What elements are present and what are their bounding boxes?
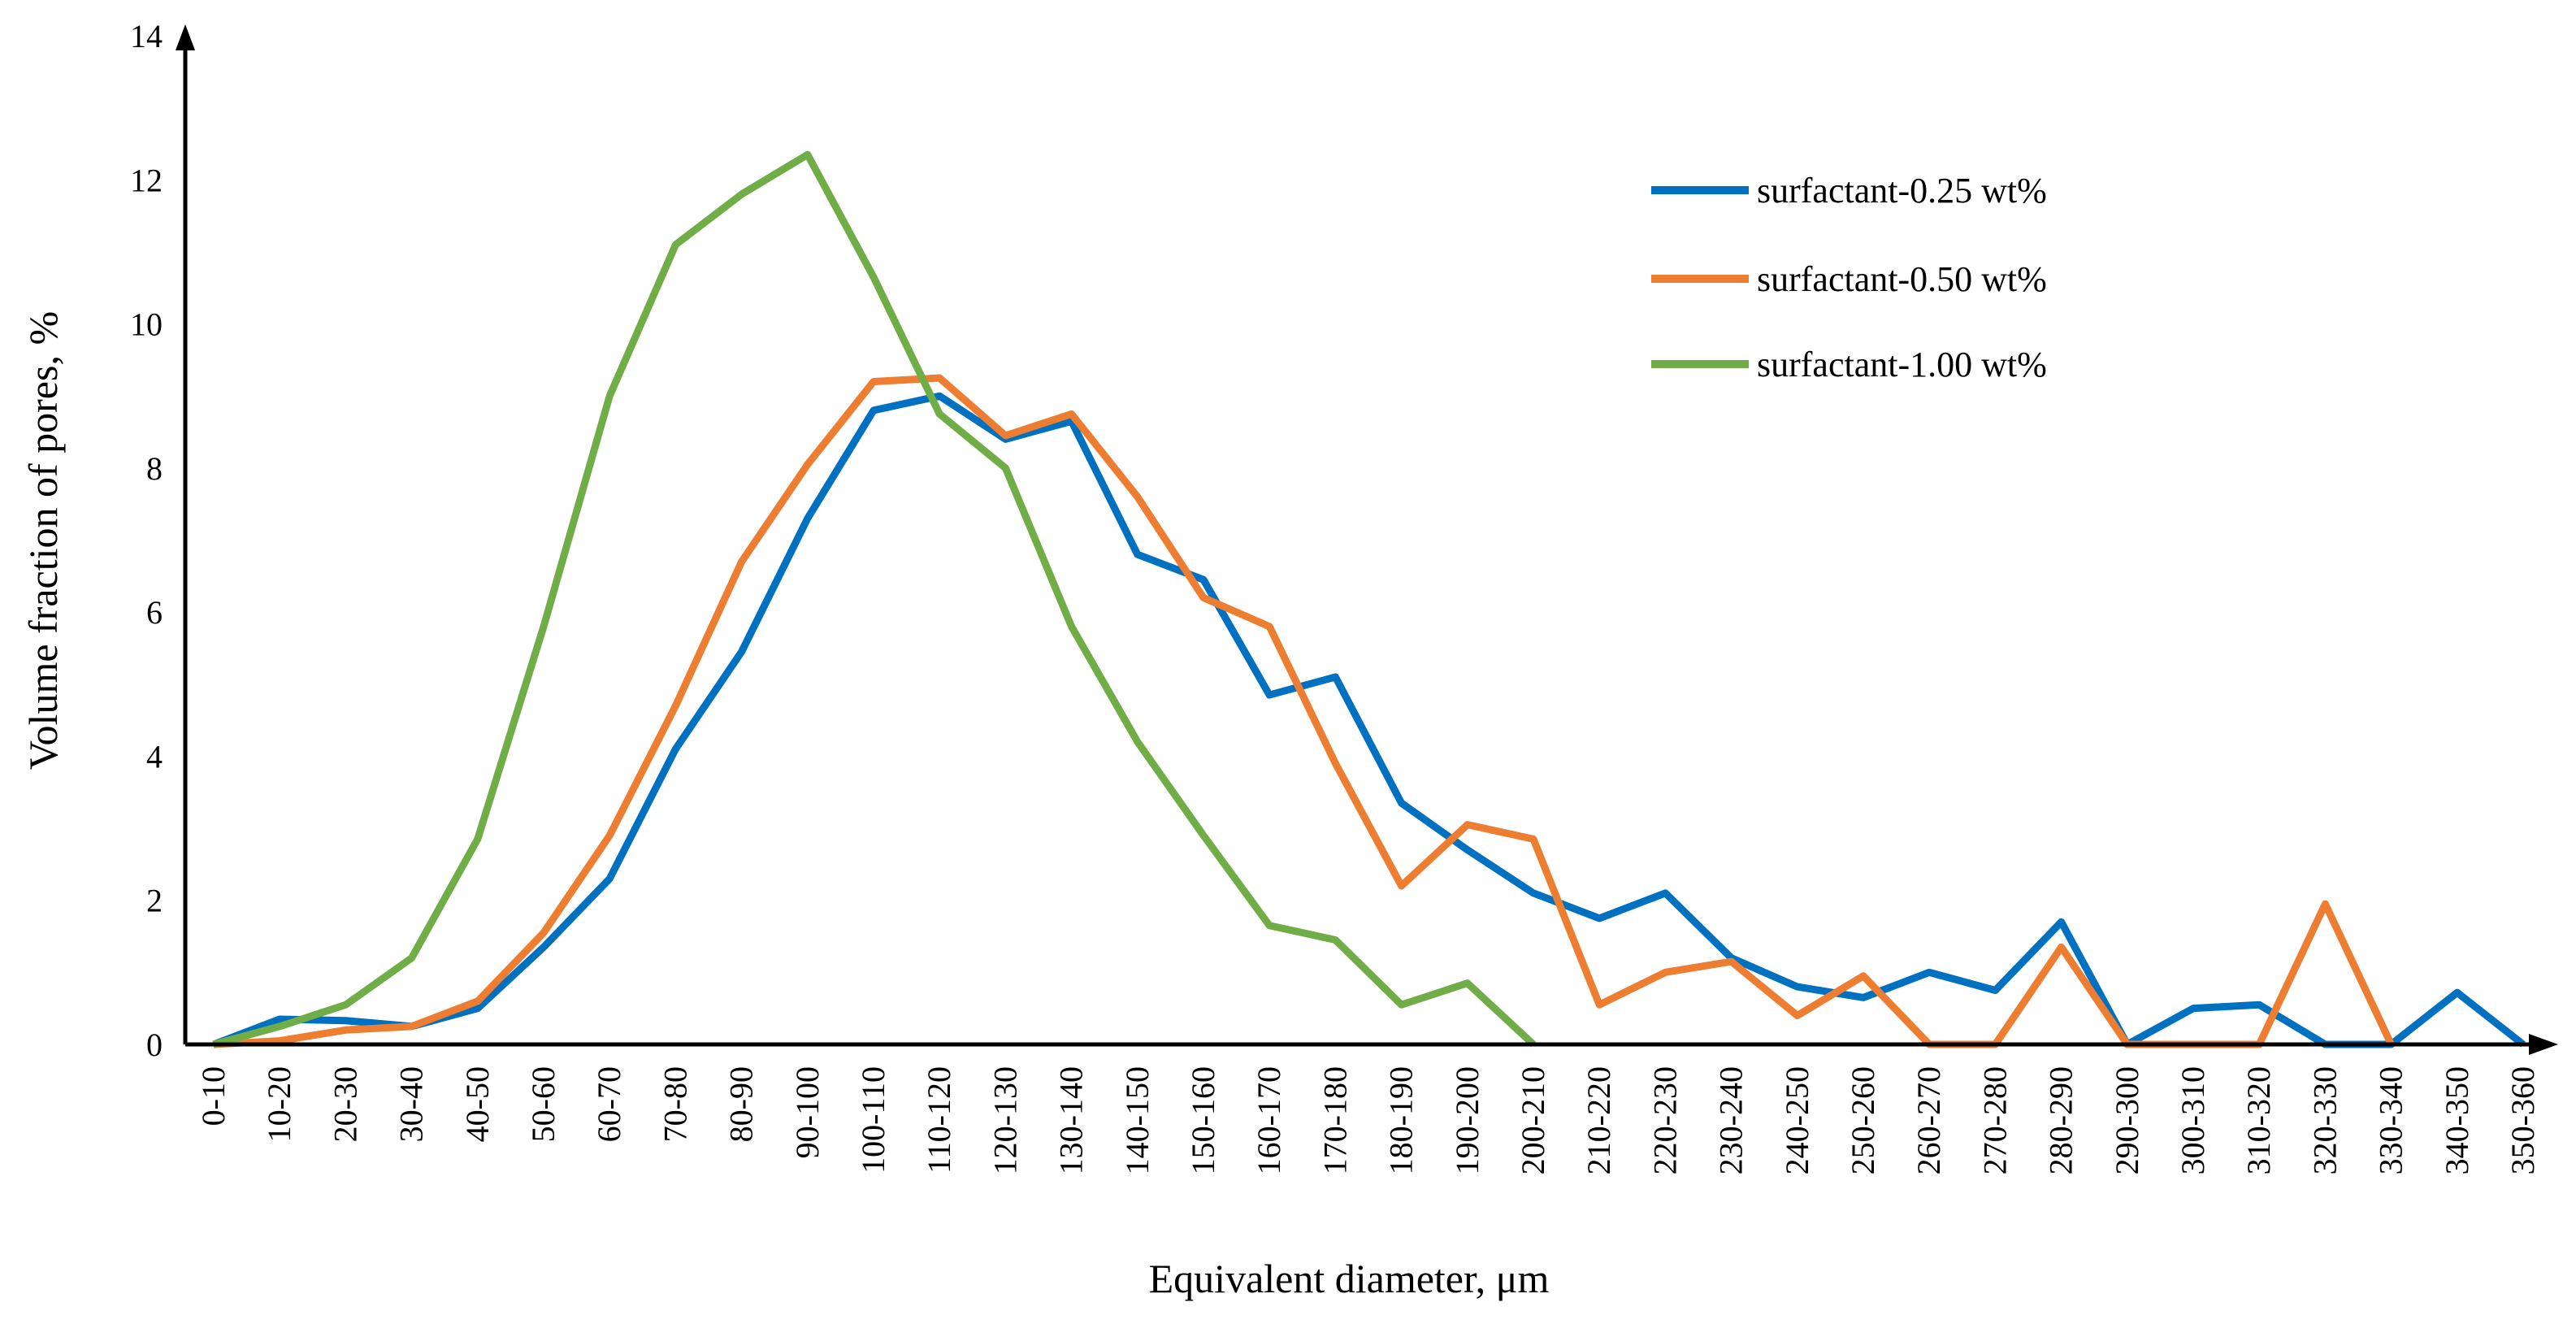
x-tick-label: 280-290	[2043, 1066, 2079, 1174]
x-axis-label: Equivalent diameter, μm	[1149, 1256, 1550, 1301]
series-lines	[212, 150, 2526, 1048]
x-tick-label: 130-140	[1053, 1066, 1090, 1174]
y-tick-label: 10	[130, 306, 163, 343]
x-tick-label: 20-30	[327, 1066, 363, 1142]
x-axis-arrow-icon	[2529, 1034, 2558, 1055]
x-tick-label: 180-190	[1383, 1066, 1420, 1174]
x-tick-label: 110-120	[921, 1066, 957, 1174]
y-tick-label: 8	[146, 450, 163, 487]
y-tick-labels: 0 2 4 6 8 10 12 14	[130, 18, 163, 1063]
series-line-2	[212, 150, 1537, 1048]
x-tick-label: 30-40	[393, 1066, 430, 1142]
x-tick-label: 240-250	[1779, 1066, 1815, 1174]
legend-label: surfactant-1.00 wt%	[1757, 345, 2047, 384]
x-tick-label: 190-200	[1449, 1066, 1485, 1174]
x-tick-label: 80-90	[723, 1066, 760, 1142]
y-axis-label: Volume fraction of pores, %	[20, 311, 66, 770]
series-line-1	[213, 374, 2395, 1048]
x-tick-label: 310-320	[2240, 1066, 2277, 1174]
y-tick-label: 6	[146, 594, 163, 631]
x-tick-label: 70-80	[657, 1066, 693, 1142]
x-tick-label: 170-180	[1316, 1066, 1353, 1174]
y-tick-label: 14	[130, 18, 163, 54]
x-tick-label: 160-170	[1251, 1066, 1287, 1174]
x-tick-label: 60-70	[591, 1066, 627, 1142]
x-tick-label: 200-210	[1515, 1066, 1551, 1174]
y-tick-label: 2	[146, 883, 163, 919]
y-tick-label: 4	[146, 738, 163, 775]
x-tick-label: 140-150	[1119, 1066, 1156, 1174]
x-tick-label: 300-310	[2175, 1066, 2211, 1174]
x-tick-label: 250-260	[1845, 1066, 1881, 1174]
legend-label: surfactant-0.25 wt%	[1757, 171, 2047, 211]
x-tick-label: 230-240	[1713, 1066, 1750, 1174]
y-axis-arrow-icon	[176, 24, 195, 50]
x-tick-label: 40-50	[459, 1066, 496, 1142]
x-tick-label: 220-230	[1646, 1066, 1683, 1174]
x-tick-label: 100-110	[855, 1066, 891, 1174]
axes	[176, 24, 2558, 1055]
x-tick-label: 120-130	[987, 1066, 1023, 1174]
x-tick-label: 330-340	[2373, 1066, 2409, 1174]
x-tick-label: 150-160	[1185, 1066, 1221, 1174]
y-tick-label: 0	[146, 1027, 163, 1063]
x-tick-label: 90-100	[789, 1066, 826, 1158]
x-tick-label: 270-280	[1976, 1066, 2013, 1174]
x-tick-label: 260-270	[1910, 1066, 1947, 1174]
series-line-0	[212, 392, 2526, 1048]
x-tick-label: 320-330	[2306, 1066, 2343, 1174]
x-tick-label: 210-220	[1581, 1066, 1617, 1174]
legend: surfactant-0.25 wt% surfactant-0.50 wt% su…	[1651, 171, 2047, 384]
x-tick-label: 340-350	[2439, 1066, 2475, 1174]
x-tick-label: 50-60	[525, 1066, 562, 1142]
x-tick-label: 290-300	[2109, 1066, 2145, 1174]
legend-label: surfactant-0.50 wt%	[1757, 259, 2047, 299]
x-tick-label: 350-360	[2504, 1066, 2541, 1174]
x-tick-label: 0-10	[195, 1066, 232, 1126]
x-tick-label: 10-20	[261, 1066, 297, 1142]
x-tick-labels: 0-10 10-20 20-30 30-40 40-50 50-60 60-70 70-80 8…	[195, 1066, 2541, 1174]
y-tick-label: 12	[130, 162, 163, 198]
